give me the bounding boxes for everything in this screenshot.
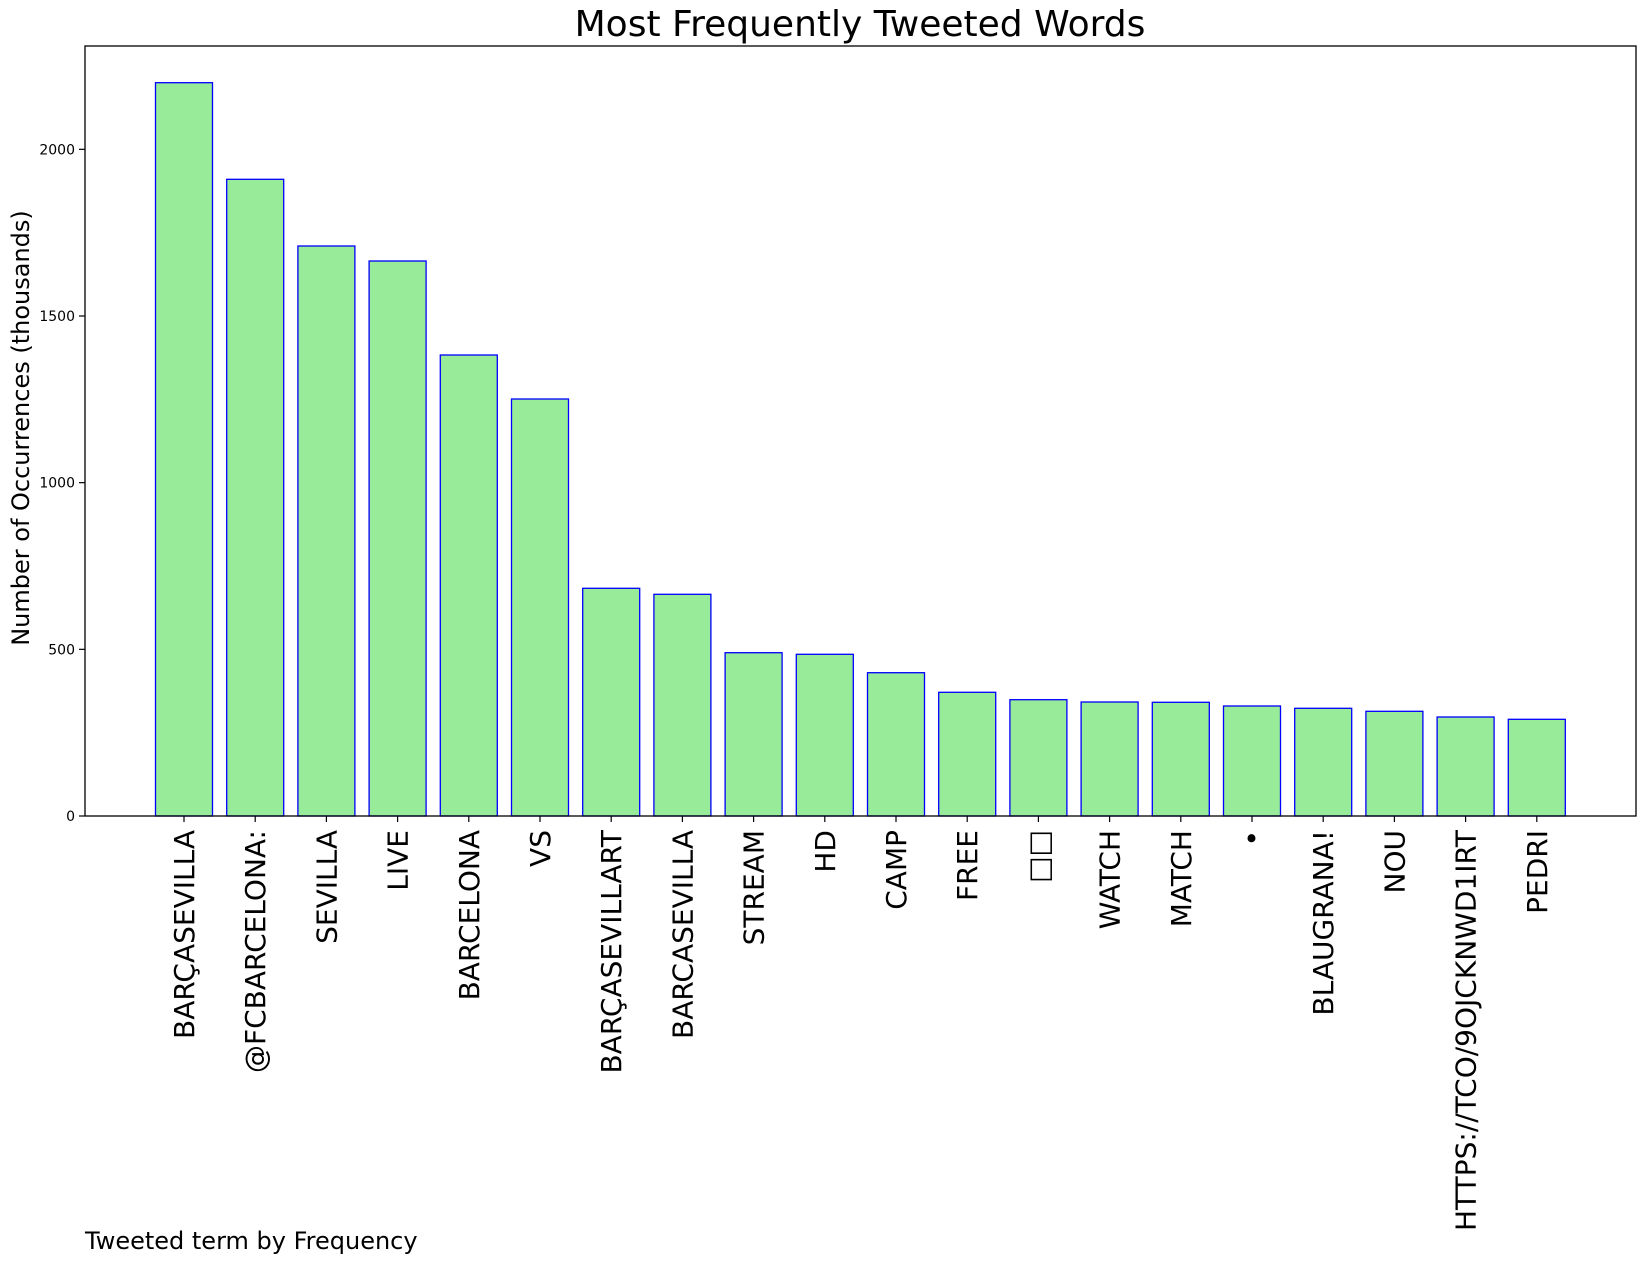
x-tick-label: PEDRI [1521,830,1554,914]
bar [368,260,427,817]
plot-area: 0 500 1000 1500 2000 BARÇASEVILLA @FCBARCELONA… [39,45,1637,1231]
x-tick-label: □□ [1022,830,1055,883]
chart-title: Most Frequently Tweeted Words [575,4,1146,45]
x-tick-label: LIVE [382,830,415,891]
x-axis-label: Tweeted term by Frequency [84,1227,418,1255]
x-tick-label: HD [809,830,842,873]
bar [297,245,356,817]
x-tick-label: HTTPS://TCO/9OJCKNWD1IRT [1450,829,1483,1231]
bar [154,82,214,817]
bar [1436,716,1495,817]
x-tick-label: CAMP [880,830,913,910]
bar [1009,699,1068,817]
bar [795,653,854,817]
bar [582,587,641,817]
x-tick-label: BARÇASEVILLART [595,829,628,1073]
bar [866,672,926,817]
y-tick-label: 1500 [39,309,75,325]
x-tick-label: • [1236,830,1269,847]
bar [1507,718,1566,817]
x-tick-label: BARÇASEVILLA [168,830,201,1039]
y-tick-label: 0 [66,809,75,825]
bar [724,652,783,817]
y-tick-label: 500 [48,642,75,658]
bar [439,354,498,817]
x-tick-label: BARCASEVILLA [666,830,699,1039]
y-tick-label: 1000 [39,476,75,492]
bar [653,593,712,817]
x-tick-label: BLAUGRANA! [1307,830,1340,1016]
y-tick-label: 2000 [39,142,75,158]
x-tick-label: FREE [951,830,984,901]
x-tick-label: NOU [1378,830,1411,893]
x-tick-label: SEVILLA [310,830,343,944]
bar [1080,701,1139,817]
bar [938,691,997,817]
x-tick-label: VS [524,830,557,867]
y-axis-label: Number of Occurrences (thousands) [7,210,35,646]
bar [226,178,285,817]
x-tick-label: BARCELONA [453,830,486,1000]
x-tick-label: STREAM [738,830,771,945]
bar [1151,701,1210,817]
x-tick-label: MATCH [1165,830,1198,927]
bar [1294,707,1353,817]
bar [1222,705,1282,817]
plot-frame [84,45,1637,817]
x-tick-label: WATCH [1094,830,1127,929]
bar [1365,710,1424,817]
x-tick-label: @FCBARCELONA: [239,830,272,1073]
bar [510,398,570,817]
